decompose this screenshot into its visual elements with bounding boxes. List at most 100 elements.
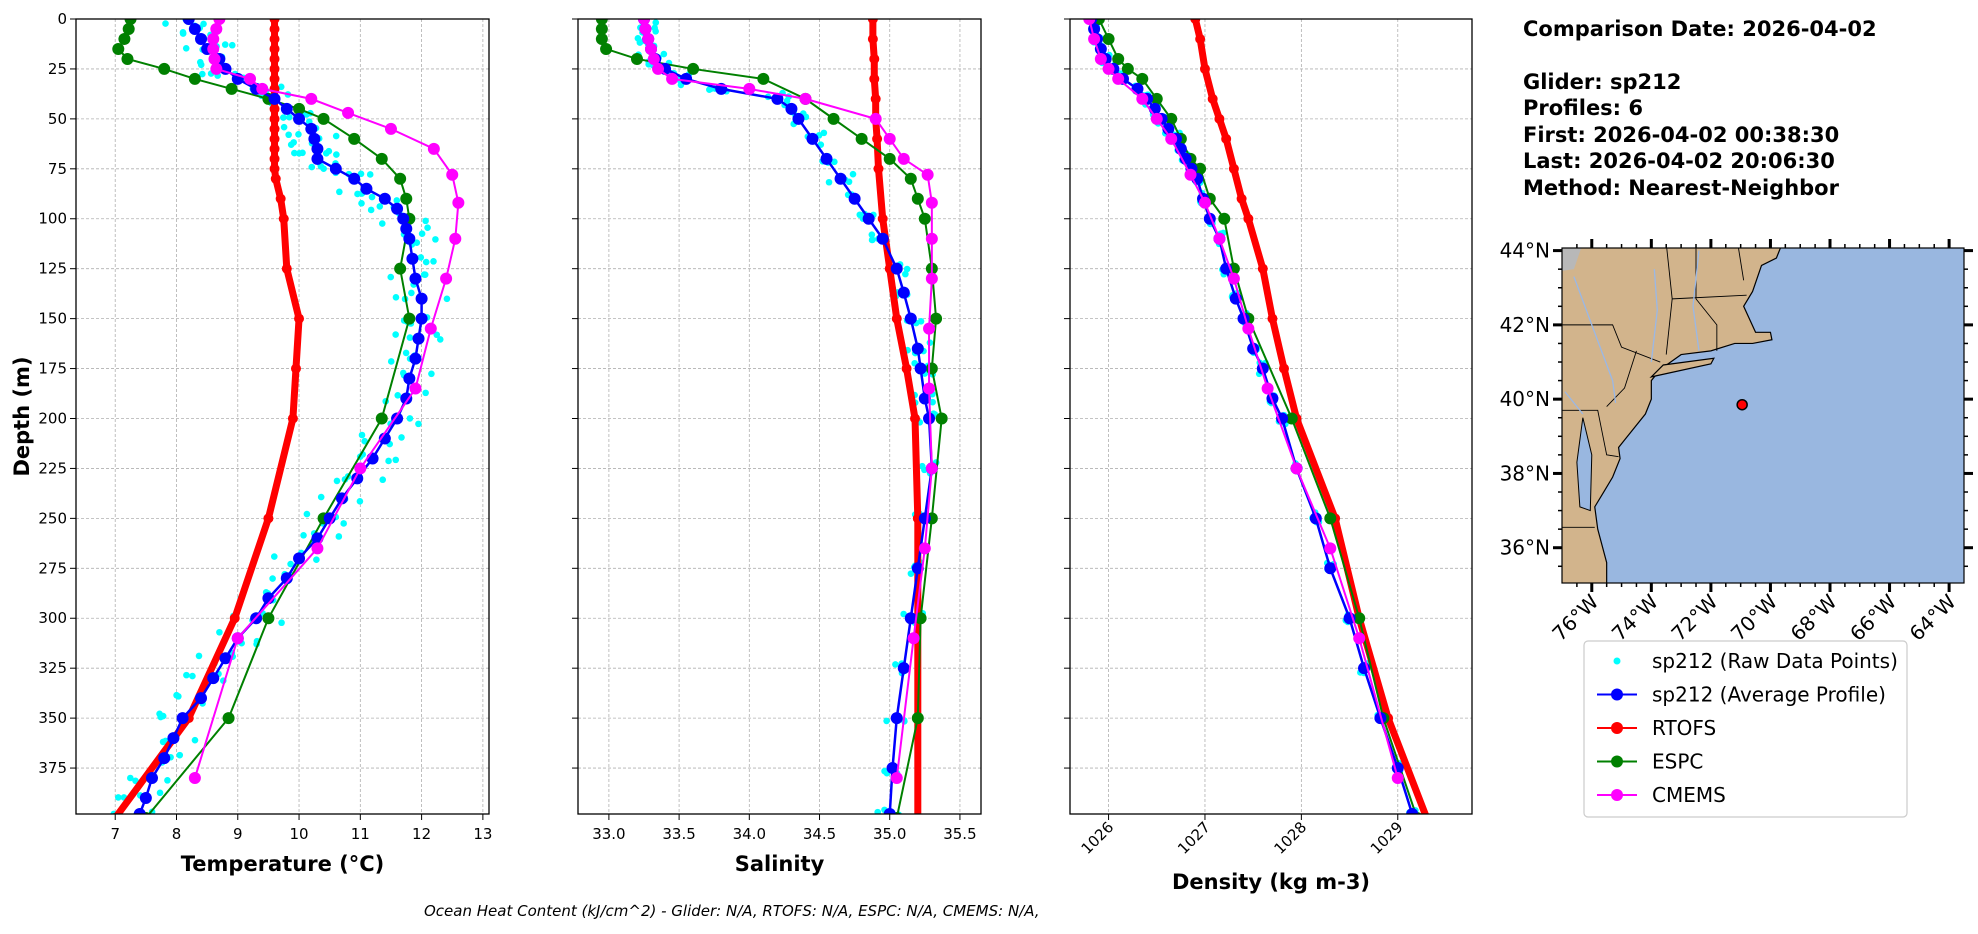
x-axis-label: Salinity [735, 852, 825, 876]
legend-marker [1611, 755, 1623, 768]
rtofs-point [269, 153, 280, 164]
raw-data-point [270, 553, 278, 560]
raw-data-point [379, 476, 387, 484]
raw-data-point [332, 132, 340, 140]
rtofs-point [1214, 113, 1225, 124]
raw-data-point [280, 123, 288, 131]
avg-point [280, 572, 293, 585]
cmems-point [1227, 272, 1240, 285]
raw-data-point [313, 556, 320, 563]
lon-label: 64°W [1905, 589, 1961, 645]
espc-point [914, 612, 927, 625]
legend-label: sp212 (Raw Data Points) [1652, 649, 1898, 673]
rtofs-point [869, 53, 880, 64]
comparison-date: Comparison Date: 2026-04-02 [1523, 17, 1877, 41]
river [1573, 276, 1617, 403]
y-tick-label: 250 [38, 509, 67, 527]
rtofs-point [1207, 93, 1218, 104]
x-tick-label: 12 [412, 825, 431, 843]
espc-point [757, 72, 770, 85]
raw-data-point [706, 86, 713, 93]
espc-point [930, 312, 943, 325]
espc-point [1353, 612, 1366, 625]
cmems-point [923, 382, 936, 395]
raw-data-point [287, 560, 294, 568]
cmems-point [409, 382, 422, 395]
rtofs-point [269, 43, 280, 54]
legend-marker [1613, 657, 1621, 665]
raw-data-point [295, 131, 302, 138]
raw-data-point [216, 628, 223, 636]
glider-name: Glider: sp212 [1523, 70, 1681, 94]
raw-data-point [176, 751, 184, 759]
raw-data-point [883, 717, 890, 725]
avg-point [397, 212, 410, 225]
state-border [1672, 294, 1747, 300]
raw-data-point [825, 178, 833, 186]
avg-point [378, 432, 391, 445]
avg-point [158, 752, 171, 765]
state-border [1562, 324, 1661, 363]
y-tick-label: 50 [48, 110, 67, 128]
cmems-point [1165, 132, 1178, 145]
rtofs-point [269, 143, 280, 154]
avg-point [415, 312, 428, 325]
avg-point [293, 552, 306, 565]
panel-temperature: 7 8 9 10 11 12 13 0 25 50 75 100 125 150 175 200 225 250 2… [10, 10, 492, 876]
rtofs-point [1199, 63, 1210, 74]
legend-item-cmems: CMEMS [1597, 783, 1726, 807]
rtofs-point [870, 93, 881, 104]
espc-point [1218, 212, 1231, 225]
axes-frame [75, 18, 490, 815]
cmems-line [643, 19, 933, 779]
raw-data-point [831, 158, 838, 166]
cmems-point [207, 42, 220, 55]
raw-data-point [164, 777, 171, 784]
x-tick-label: 1029 [1367, 818, 1407, 858]
avg-point [176, 712, 189, 725]
raw-data-point [422, 258, 430, 266]
state-border [1738, 248, 1745, 281]
cmems-point [256, 82, 269, 95]
rtofs-point [877, 213, 888, 224]
espc-point [925, 362, 938, 375]
avg-point [911, 342, 924, 355]
avg-point [1406, 808, 1419, 814]
espc-point [222, 712, 235, 725]
espc-point [293, 102, 306, 115]
espc-point [121, 52, 134, 65]
cmems-point [925, 462, 938, 475]
raw-data-point [660, 50, 668, 58]
lon-label: 74°W [1607, 589, 1663, 645]
espc-point [394, 262, 407, 275]
cmems-point [231, 632, 244, 645]
raw-data-point [166, 19, 169, 20]
rtofs-point [867, 33, 878, 44]
raw-data-point [392, 331, 399, 338]
rtofs-point [269, 33, 280, 44]
rtofs-point [290, 363, 301, 374]
raw-data-point [918, 462, 926, 470]
espc-point [827, 112, 840, 125]
rtofs-point [1190, 19, 1201, 24]
raw-data-point [634, 35, 642, 42]
avg-point [195, 692, 208, 705]
avg-point [415, 292, 428, 305]
espc-point [911, 192, 924, 205]
raw-data-point [402, 349, 410, 357]
cmems-point [1102, 62, 1115, 75]
raw-data-point [361, 437, 368, 445]
cmems-point [918, 542, 931, 555]
glider-location-marker [1736, 398, 1748, 411]
raw-data-point [393, 197, 401, 204]
cmems-point [1088, 32, 1101, 45]
raw-data-point [183, 671, 190, 679]
raw-data-point [269, 575, 276, 582]
raw-data-point [385, 457, 392, 465]
cmems-point [1136, 92, 1149, 105]
espc-point [1150, 92, 1163, 105]
avg-point [391, 412, 404, 425]
rtofs-point [294, 313, 305, 324]
avg-point [876, 232, 889, 245]
raw-data-point [195, 652, 203, 660]
